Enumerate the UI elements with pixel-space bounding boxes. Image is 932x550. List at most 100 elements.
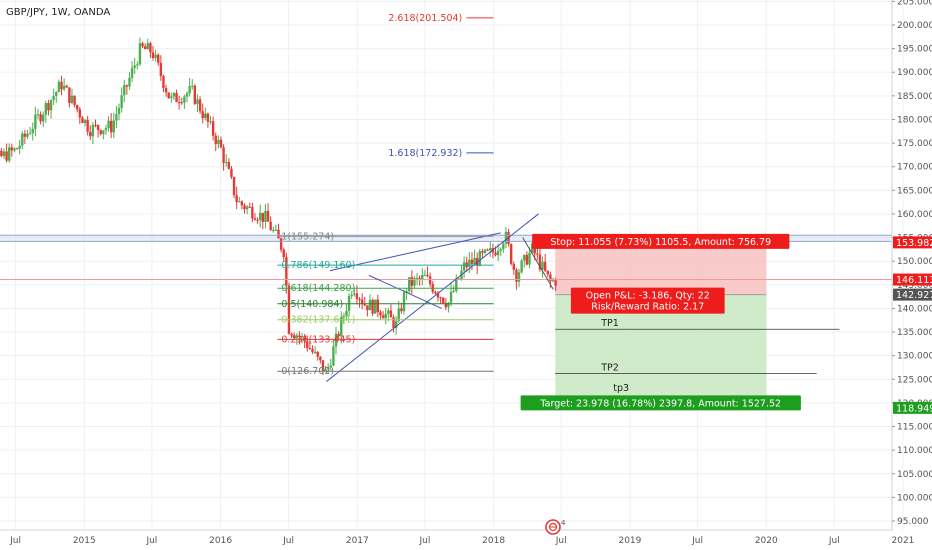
candle-body: [285, 257, 288, 286]
y-axis-tick-label: 105.000: [897, 470, 932, 480]
candle-body: [266, 210, 270, 222]
candle-body: [23, 133, 27, 137]
candle-body: [541, 261, 544, 270]
x-axis-tick-label: 2019: [618, 536, 641, 546]
candle-body: [418, 277, 421, 279]
y-axis-tick-label: 115.000: [897, 423, 932, 433]
candle-body: [298, 335, 301, 338]
watermark-logo-icon: [545, 519, 561, 535]
candle-body: [180, 102, 183, 104]
fib-level-label: 0.5(140.984): [281, 299, 343, 310]
candle-body: [384, 313, 387, 319]
candle-body: [358, 299, 361, 301]
candle-body: [34, 114, 37, 129]
trend-line[interactable]: [325, 213, 539, 383]
candle-body: [340, 317, 343, 337]
candle-body: [227, 162, 231, 169]
candle-body: [468, 259, 471, 268]
candle-body: [494, 252, 497, 256]
fib-level-label: 1.618(172.932): [388, 148, 462, 159]
candle-body: [258, 212, 262, 221]
candle-body: [442, 297, 445, 304]
y-axis-tick-label: 125.000: [897, 375, 932, 385]
candle-body: [123, 85, 126, 96]
trend-line[interactable]: [329, 232, 501, 272]
candle-body: [530, 243, 534, 253]
candle-body: [554, 280, 557, 286]
candle-body: [136, 64, 139, 66]
candle-body: [264, 210, 267, 222]
candle-body: [504, 232, 508, 244]
candle-body: [86, 119, 89, 132]
candle-body: [104, 128, 108, 131]
candle-body: [551, 280, 555, 282]
candle-body: [300, 336, 304, 338]
trend-line[interactable]: [522, 237, 554, 290]
x-axis-tick-label: Jul: [418, 536, 430, 546]
candle-body: [538, 254, 542, 270]
candle-body: [512, 263, 515, 270]
candle-body: [444, 303, 448, 308]
chart-title: GBP/JPY, 1W, OANDA: [6, 7, 110, 18]
fib-level-label: 0.618(144.280): [281, 283, 355, 294]
candle-body: [183, 96, 186, 103]
candle-body: [191, 85, 194, 87]
candle-body: [489, 248, 492, 251]
chart-drawings[interactable]: 2.618(201.504) 1.618(172.932) 1(155.274) 0.…: [0, 13, 892, 411]
candle-body: [31, 128, 34, 134]
target-label-text: Target: 23.978 (16.78%) 2397.8, Amount: …: [539, 398, 781, 409]
pnl-label-box: [570, 287, 725, 314]
candle-body: [481, 251, 484, 253]
price-tag-stop: [893, 236, 932, 249]
take-profit-label: tp3: [613, 383, 629, 394]
candle-body: [520, 260, 523, 273]
candle-body: [15, 148, 19, 150]
candle-body: [78, 109, 82, 118]
candle-body: [219, 139, 223, 148]
candle-body: [217, 139, 220, 145]
y-axis-tick-label: 200.000: [897, 21, 932, 31]
y-axis-tick-label: 130.000: [897, 352, 932, 362]
candle-body: [8, 147, 11, 161]
pnl-label-text: Risk/Reward Ratio: 2.17: [591, 302, 704, 313]
candle-body: [81, 117, 84, 124]
candle-body: [478, 251, 482, 266]
candle-body: [282, 249, 285, 258]
x-axis-tick-label: Jul: [145, 536, 157, 546]
stop-label-text: Stop: 11.055 (7.73%) 1105.5, Amount: 756…: [550, 237, 771, 248]
candle-body: [222, 147, 225, 163]
candle-body: [379, 312, 382, 316]
x-axis-tick-label: 2021: [892, 536, 915, 546]
candle-body: [360, 299, 364, 304]
candle-body: [397, 308, 400, 322]
candle-body: [42, 114, 45, 122]
horizontal-band-fill: [0, 235, 892, 242]
candle-body: [473, 257, 476, 264]
candle-body: [117, 107, 121, 115]
candle-body: [141, 43, 144, 47]
take-profit-label: TP1: [600, 318, 619, 329]
candle-body: [428, 276, 432, 285]
candle-body: [321, 360, 325, 372]
candle-body: [167, 92, 170, 99]
y-axis-tick-label: 190.000: [897, 68, 932, 78]
candle-body: [2, 151, 6, 157]
candle-body: [243, 205, 246, 210]
candle-body: [149, 43, 152, 53]
price-tags: 153.982 146.113 142.927 118.949: [893, 236, 932, 414]
x-axis-tick-label: Jul: [828, 536, 840, 546]
price-tag-target: [893, 401, 932, 414]
candle-body: [408, 277, 411, 292]
candle-body: [248, 206, 251, 208]
candle-body: [245, 206, 249, 210]
candle-body: [162, 76, 165, 89]
candle-body: [376, 299, 380, 313]
trend-line[interactable]: [368, 274, 442, 309]
candle-body: [204, 113, 207, 119]
candle-body: [68, 87, 71, 103]
candle-body: [295, 335, 298, 338]
candle-body: [366, 305, 369, 311]
candle-body: [319, 356, 322, 361]
candle-body: [342, 315, 346, 318]
